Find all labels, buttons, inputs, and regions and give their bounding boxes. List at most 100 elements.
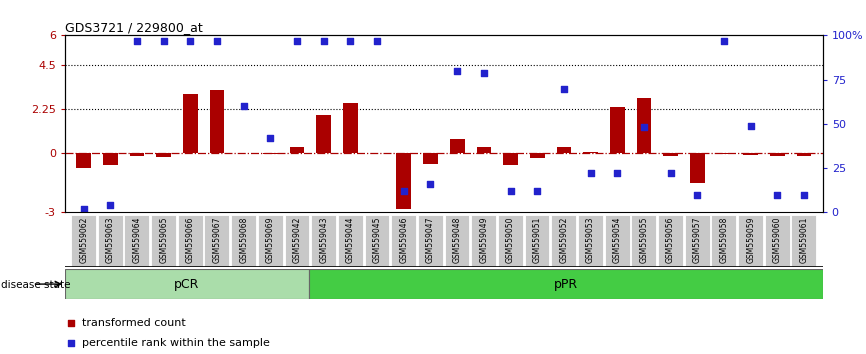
Bar	[503, 153, 518, 165]
Point	[236, 103, 250, 109]
Text: GDS3721 / 229800_at: GDS3721 / 229800_at	[65, 21, 203, 34]
Point	[450, 68, 464, 74]
Point	[157, 38, 171, 44]
Text: GSM559061: GSM559061	[799, 217, 809, 263]
Bar	[663, 153, 678, 156]
Text: disease state: disease state	[1, 280, 70, 290]
Text: GSM559048: GSM559048	[453, 217, 462, 263]
Bar	[738, 215, 763, 267]
Point	[637, 125, 651, 130]
Bar	[311, 215, 336, 267]
Bar	[285, 215, 309, 267]
Bar	[391, 215, 416, 267]
Point	[663, 171, 677, 176]
Text: GSM559053: GSM559053	[586, 217, 595, 263]
Bar	[792, 215, 817, 267]
Bar	[444, 215, 469, 267]
Bar	[552, 215, 576, 267]
Bar	[690, 153, 705, 183]
Text: GSM559066: GSM559066	[186, 217, 195, 263]
Point	[317, 38, 331, 44]
Bar	[658, 215, 683, 267]
Bar	[130, 153, 145, 156]
Bar	[103, 153, 118, 165]
Bar	[152, 215, 176, 267]
Bar	[610, 107, 624, 153]
Point	[584, 171, 598, 176]
Point	[263, 135, 277, 141]
Bar	[125, 215, 149, 267]
Point	[557, 86, 571, 91]
Bar	[157, 153, 171, 157]
Point	[530, 188, 544, 194]
Point	[333, 233, 347, 239]
Text: transformed count: transformed count	[82, 318, 186, 329]
Point	[611, 171, 624, 176]
Text: GSM559051: GSM559051	[533, 217, 542, 263]
Point	[477, 70, 491, 75]
Text: GSM559063: GSM559063	[106, 217, 115, 263]
Text: pCR: pCR	[174, 278, 199, 291]
Bar	[712, 215, 736, 267]
Point	[184, 38, 197, 44]
Point	[744, 123, 758, 129]
Bar	[685, 215, 709, 267]
Bar	[423, 153, 438, 164]
Text: GSM559049: GSM559049	[480, 217, 488, 263]
Bar	[397, 153, 411, 210]
Text: GSM559067: GSM559067	[212, 217, 222, 263]
Point	[344, 38, 358, 44]
Point	[77, 206, 91, 212]
Text: GSM559052: GSM559052	[559, 217, 568, 263]
Text: GSM559045: GSM559045	[372, 217, 382, 263]
Bar	[631, 215, 656, 267]
Text: GSM559050: GSM559050	[506, 217, 515, 263]
Point	[717, 38, 731, 44]
Bar	[604, 215, 630, 267]
Text: GSM559058: GSM559058	[720, 217, 728, 263]
Text: percentile rank within the sample: percentile rank within the sample	[82, 338, 270, 348]
Point	[103, 202, 117, 208]
Bar	[204, 215, 229, 267]
Text: GSM559043: GSM559043	[320, 217, 328, 263]
Text: GSM559054: GSM559054	[613, 217, 622, 263]
Bar	[418, 215, 443, 267]
Bar	[308, 269, 823, 299]
Bar	[183, 95, 197, 153]
Text: GSM559065: GSM559065	[159, 217, 168, 263]
Bar	[343, 103, 358, 153]
Bar	[449, 139, 464, 153]
Bar	[765, 215, 790, 267]
Text: GSM559056: GSM559056	[666, 217, 675, 263]
Bar	[471, 215, 496, 267]
Bar	[290, 147, 305, 153]
Bar	[717, 153, 731, 154]
Text: GSM559059: GSM559059	[746, 217, 755, 263]
Bar	[525, 215, 550, 267]
Bar	[65, 269, 308, 299]
Bar	[316, 115, 331, 153]
Text: GSM559057: GSM559057	[693, 217, 701, 263]
Text: GSM559068: GSM559068	[239, 217, 249, 263]
Bar	[258, 215, 282, 267]
Text: GSM559047: GSM559047	[426, 217, 435, 263]
Bar	[476, 147, 491, 153]
Text: GSM559046: GSM559046	[399, 217, 408, 263]
Point	[370, 38, 384, 44]
Point	[423, 181, 437, 187]
Bar	[338, 215, 363, 267]
Point	[397, 188, 410, 194]
Bar	[557, 147, 572, 153]
Bar	[231, 215, 256, 267]
Bar	[210, 91, 224, 153]
Text: GSM559062: GSM559062	[79, 217, 88, 263]
Text: GSM559060: GSM559060	[772, 217, 782, 263]
Text: GSM559055: GSM559055	[639, 217, 649, 263]
Bar	[578, 215, 603, 267]
Bar	[365, 215, 390, 267]
Bar	[530, 153, 545, 158]
Point	[771, 192, 785, 198]
Bar	[743, 153, 758, 155]
Bar	[637, 98, 651, 153]
Text: GSM559064: GSM559064	[132, 217, 141, 263]
